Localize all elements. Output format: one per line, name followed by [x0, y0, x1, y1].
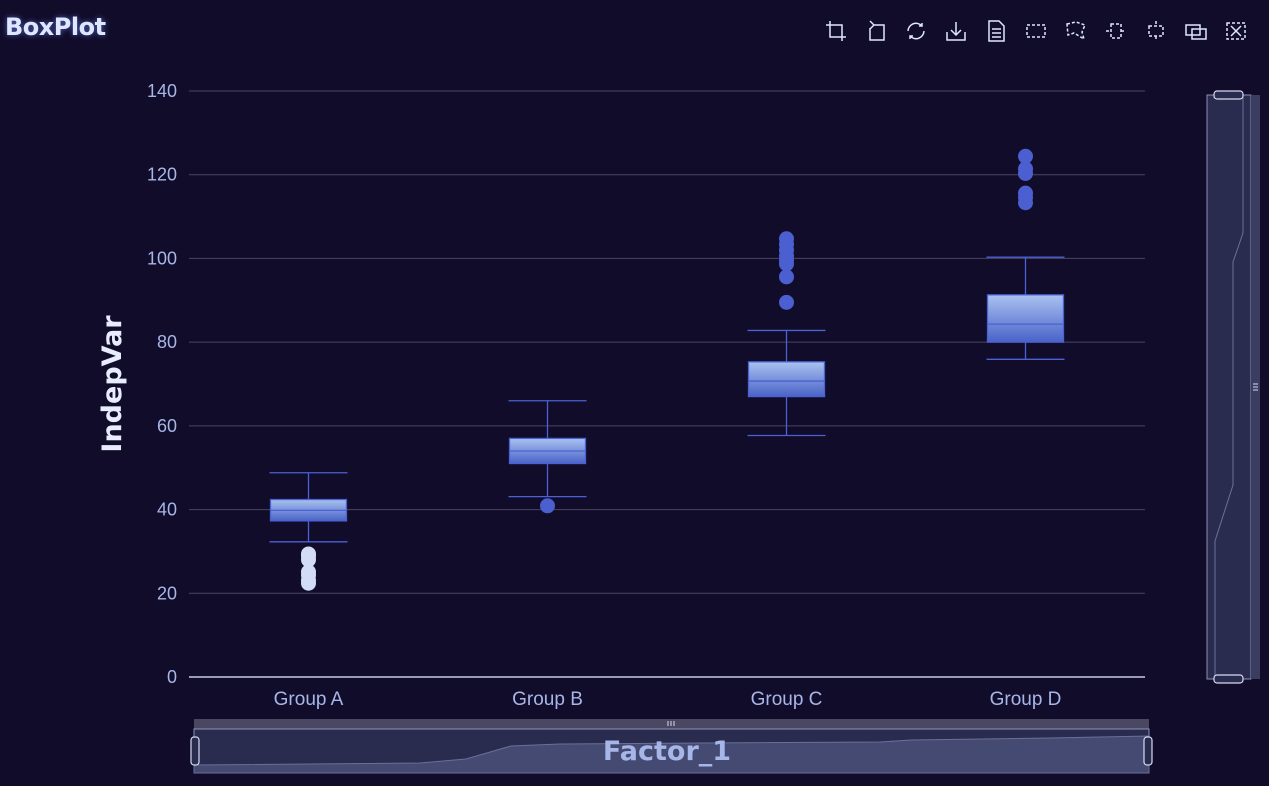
x-tick-label: Group D — [990, 689, 1062, 710]
grid-lines — [189, 90, 1145, 678]
outlier-point — [779, 294, 794, 310]
y-axis-label: IndepVar — [97, 315, 128, 453]
data-view-tool-button[interactable] — [982, 17, 1010, 45]
line-x-select-tool-button[interactable] — [1102, 17, 1130, 45]
clear-select-icon — [1226, 22, 1246, 40]
y-slider-grip-icon — [1253, 383, 1258, 391]
save-image-tool-button[interactable] — [942, 17, 970, 45]
zoom-tool-button[interactable] — [822, 17, 850, 45]
x-slider-handle-left[interactable] — [190, 736, 200, 766]
download-icon — [946, 22, 966, 41]
x-tick-label: Group A — [274, 689, 344, 710]
y-zoom-slider[interactable] — [1206, 90, 1260, 684]
box-2 — [508, 400, 587, 498]
x-slider-preview — [193, 735, 1150, 774]
outlier-point — [301, 564, 316, 580]
iqr-box — [747, 361, 826, 398]
outlier-point — [1018, 161, 1033, 177]
y-slider-track[interactable] — [1206, 94, 1252, 680]
outlier-point — [301, 546, 316, 562]
y-tick-label: 140 — [147, 81, 177, 101]
zoom-back-tool-button[interactable] — [862, 17, 890, 45]
crop-zoom-icon — [826, 21, 846, 41]
box-4 — [986, 256, 1065, 360]
line-x-select-icon — [1106, 23, 1126, 39]
x-axis-label: Factor_1 — [603, 736, 731, 767]
document-icon — [988, 20, 1005, 42]
outliers — [301, 148, 1033, 591]
line-y-select-icon — [1148, 21, 1164, 41]
x-slider-handle-right[interactable] — [1143, 736, 1153, 766]
outlier-point — [540, 498, 555, 514]
polygon-select-icon — [1066, 21, 1087, 41]
x-axis-ticks: Group A Group B Group C Group D — [274, 689, 1062, 710]
boxes — [269, 256, 1065, 543]
y-tick-label: 80 — [157, 332, 177, 352]
refresh-icon — [907, 22, 925, 40]
clear-select-tool-button[interactable] — [1222, 17, 1250, 45]
restore-tool-button[interactable] — [902, 17, 930, 45]
polygon-select-tool-button[interactable] — [1062, 17, 1090, 45]
outlier-point — [779, 231, 794, 247]
chart-title: BoxPlot — [5, 13, 106, 41]
x-slider-grip-icon — [667, 721, 675, 726]
box-1 — [269, 472, 348, 543]
x-tick-label: Group B — [512, 689, 583, 710]
y-axis-ticks: 0 20 40 60 80 100 120 140 — [147, 81, 177, 687]
y-slider-shadow — [1214, 95, 1244, 679]
box-3 — [747, 329, 826, 437]
outlier-point — [1018, 148, 1033, 164]
keep-select-icon — [1185, 24, 1207, 40]
y-tick-label: 60 — [157, 416, 177, 436]
x-zoom-slider[interactable] — [190, 719, 1153, 774]
x-tick-label: Group C — [751, 689, 823, 710]
y-tick-label: 100 — [147, 248, 177, 268]
y-tick-label: 120 — [147, 165, 177, 185]
zoom-back-icon — [869, 20, 885, 41]
line-y-select-tool-button[interactable] — [1142, 17, 1170, 45]
y-slider-handle-top[interactable] — [1213, 90, 1244, 100]
y-tick-label: 40 — [157, 500, 177, 520]
y-tick-label: 20 — [157, 583, 177, 603]
outlier-point — [1018, 185, 1033, 201]
iqr-box — [986, 294, 1065, 343]
y-slider-handle-bottom[interactable] — [1213, 674, 1244, 684]
toolbox — [822, 17, 1250, 45]
outlier-point — [779, 269, 794, 285]
keep-select-tool-button[interactable] — [1182, 17, 1210, 45]
y-tick-label: 0 — [167, 667, 177, 687]
